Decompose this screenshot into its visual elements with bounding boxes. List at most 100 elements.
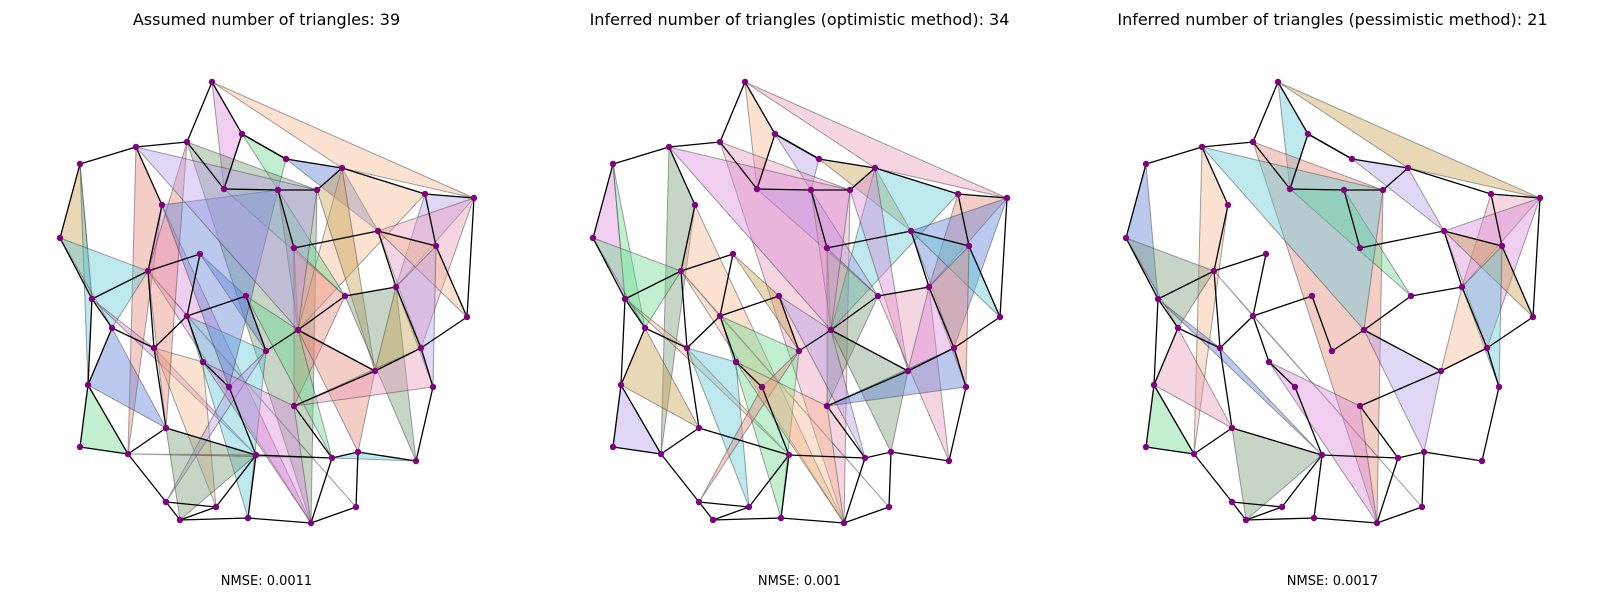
graph-node (589, 234, 597, 242)
graph-node (874, 292, 882, 300)
graph-node (290, 244, 298, 252)
graph-node (1360, 326, 1368, 334)
graph-node (758, 383, 766, 391)
graph-edge (907, 347, 955, 372)
graph-node (76, 160, 84, 168)
graph-node (785, 451, 793, 459)
graph-edge (1157, 270, 1215, 300)
triangle-face (165, 350, 267, 503)
graph-edge (680, 204, 696, 272)
graph-edge (247, 517, 312, 524)
graph-edge (186, 141, 225, 190)
graph-node (1394, 454, 1402, 462)
graph-edge (928, 286, 955, 349)
graph-edge (1351, 158, 1409, 169)
triangle-face (186, 141, 318, 524)
graph-edge (79, 384, 89, 448)
graph-edge (1363, 295, 1412, 331)
graph-node (709, 516, 717, 524)
graph-node (827, 326, 835, 334)
graph-edge (331, 451, 359, 459)
graph-edge (1407, 167, 1492, 195)
graph-node (1483, 344, 1491, 352)
graph-edge (87, 384, 129, 455)
graph-node (1304, 130, 1312, 138)
nmse-label: NMSE: 0.0011 (220, 574, 313, 589)
graph-edge (1490, 193, 1503, 247)
graph-edge (680, 270, 688, 349)
graph-edge (957, 193, 970, 247)
graph-edge (877, 286, 930, 297)
graph-node (208, 78, 216, 86)
graph-node (1487, 190, 1495, 198)
graph-edge (826, 405, 866, 459)
graph-node (775, 292, 783, 300)
graph-edge (1410, 286, 1463, 297)
graph-node (1328, 347, 1336, 355)
graph-node (294, 326, 302, 334)
graph-edge (1289, 188, 1345, 191)
graph-edge (1245, 506, 1283, 521)
triangle-face (734, 360, 845, 524)
graph-node (470, 194, 478, 202)
graph-node (313, 186, 321, 194)
graph-edge (1213, 270, 1221, 349)
graph-edge (1231, 501, 1247, 521)
graph-edge (1153, 327, 1179, 386)
graph-node (282, 155, 290, 163)
panel-title: Inferred number of triangles (pessimisti… (1117, 10, 1548, 29)
graph-node (1458, 283, 1466, 291)
graph-edge (1359, 370, 1442, 407)
graph-edge (624, 298, 646, 329)
graph-node (823, 244, 831, 252)
graph-edge (1501, 245, 1534, 318)
graph-edge (135, 141, 188, 148)
graph-node (274, 186, 282, 194)
graph-node (962, 383, 970, 391)
graph-edge (153, 347, 167, 429)
graph-edge (719, 253, 734, 317)
graph-edge (1219, 315, 1254, 349)
graph-edge (147, 253, 201, 272)
graph-edge (774, 133, 820, 160)
graph-node (771, 130, 779, 138)
triangle-face (591, 237, 682, 329)
triangle-graph (589, 78, 1011, 527)
graph-node (777, 514, 785, 522)
graph-edge (420, 316, 468, 349)
triangle-face (147, 141, 188, 429)
panel-pessimistic: Inferred number of triangles (pessimisti… (1066, 0, 1599, 600)
graph-node (56, 234, 64, 242)
triangle-face (161, 189, 279, 389)
graph-node (242, 292, 250, 300)
graph-node (392, 283, 400, 291)
graph-node (1291, 383, 1299, 391)
graph-node (1150, 381, 1158, 389)
graph-edge (186, 81, 213, 143)
graph-edge (1231, 501, 1283, 508)
triangle-face (744, 81, 1008, 199)
panel-title: Inferred number of triangles (optimistic… (589, 10, 1010, 29)
graph-edge (247, 454, 257, 519)
graph-edge (1359, 230, 1445, 249)
graph-edge (127, 427, 167, 455)
graph-edge (698, 501, 750, 508)
graph-node (1142, 443, 1150, 451)
graph-node (745, 503, 753, 511)
graph-edge (1313, 517, 1378, 524)
graph-edge (1252, 81, 1279, 143)
graph-edge (953, 316, 1001, 349)
graph-edge (111, 327, 155, 349)
graph-edge (1252, 295, 1313, 317)
graph-node (885, 503, 893, 511)
graph-node (1286, 185, 1294, 193)
triangle-face (680, 270, 890, 508)
graph-node (212, 503, 220, 511)
graph-edge (186, 315, 204, 363)
graph-edge (953, 347, 967, 388)
graph-node (150, 344, 158, 352)
graph-edge (612, 384, 622, 448)
graph-edge (890, 451, 950, 462)
graph-edge (310, 457, 333, 524)
graph-node (252, 451, 260, 459)
